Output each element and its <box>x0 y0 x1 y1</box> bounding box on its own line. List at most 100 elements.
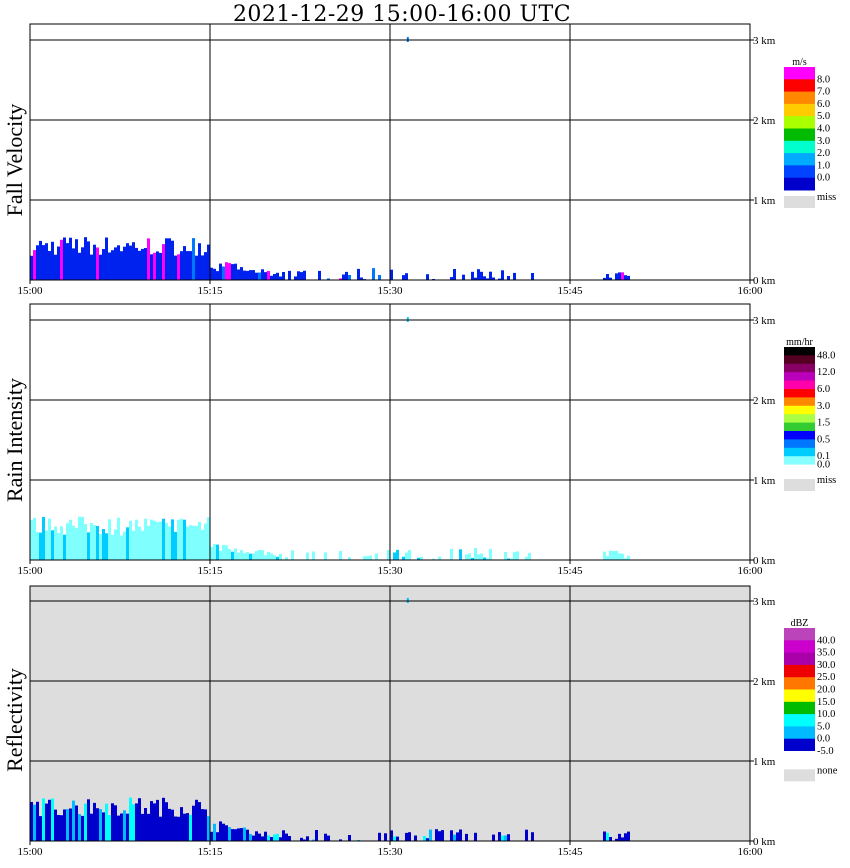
legend-label: 0.0 <box>817 734 830 745</box>
legend-swatch <box>784 67 815 80</box>
echo-cell <box>228 827 231 841</box>
echo-cell <box>624 275 627 280</box>
legend-swatch <box>784 389 815 398</box>
legend-swatch <box>784 103 815 117</box>
echo-cell <box>72 800 75 841</box>
echo-cell <box>204 523 207 560</box>
legend-swatch <box>784 422 815 432</box>
echo-cell <box>225 262 228 280</box>
echo-cell <box>123 531 126 560</box>
echo-cell <box>150 801 153 841</box>
echo-cell <box>462 274 465 280</box>
echo-cell <box>90 813 93 841</box>
legend-swatch <box>784 628 815 641</box>
y-tick-label: 1 km <box>753 475 776 487</box>
echo-cell <box>606 274 609 280</box>
echo-cell <box>129 520 132 560</box>
echo-cell <box>468 553 471 560</box>
echo-cell <box>207 517 210 560</box>
echo-cell <box>57 533 60 560</box>
echo-cell <box>438 831 441 841</box>
echo-cell <box>210 547 213 560</box>
legend-label: 40.0 <box>817 635 835 646</box>
echo-cell <box>477 554 480 560</box>
echo-cell <box>135 803 138 841</box>
y-tick-label: 1 km <box>753 195 776 207</box>
echo-cell <box>276 556 279 560</box>
echo-cell <box>129 245 132 280</box>
legend-miss-label: miss <box>817 475 836 486</box>
echo-cell <box>75 805 78 841</box>
echo-cell <box>204 809 207 841</box>
legend-label: 0.1 <box>817 451 830 462</box>
echo-cell <box>393 552 396 560</box>
echo-cell <box>183 246 186 280</box>
echo-cell <box>165 522 168 560</box>
legend-swatch <box>784 431 815 440</box>
legend-swatch <box>784 140 815 154</box>
echo-cell <box>57 246 60 280</box>
echo-cell <box>216 544 219 560</box>
echo-cell <box>222 544 225 560</box>
echo-cell <box>192 238 195 280</box>
echo-cell <box>84 523 87 560</box>
echo-cell <box>612 551 615 560</box>
echo-cell <box>192 805 195 841</box>
echo-cell <box>489 271 492 280</box>
legend-swatch <box>784 447 815 457</box>
echo-cell <box>132 242 135 280</box>
echo-cell <box>132 530 135 560</box>
echo-cell <box>621 553 624 560</box>
echo-cell <box>51 530 54 560</box>
x-tick-label: 16:00 <box>737 565 763 577</box>
echo-cell <box>465 833 468 841</box>
y-tick-label: 0 km <box>753 836 776 848</box>
echo-cell <box>189 251 192 280</box>
echo-cell <box>144 808 147 841</box>
echo-cell <box>348 557 351 560</box>
echo-cell <box>48 518 51 560</box>
legend-swatch <box>784 79 815 93</box>
echo-cell <box>186 813 189 841</box>
x-tick-label: 15:00 <box>17 285 43 297</box>
x-tick-label: 16:00 <box>737 285 763 297</box>
echo-cell <box>624 558 627 560</box>
echo-cell <box>501 270 504 280</box>
echo-cell <box>324 833 327 841</box>
legend-miss-swatch <box>784 769 815 782</box>
echo-cell <box>108 815 111 841</box>
echo-cell <box>177 254 180 280</box>
echo-cell <box>249 553 252 560</box>
legend-swatch <box>784 397 815 407</box>
echo-cell <box>69 237 72 280</box>
echo-cell <box>339 839 342 841</box>
echo-cell <box>603 277 606 280</box>
x-tick-label: 15:00 <box>17 565 43 577</box>
echo-cell <box>162 797 165 841</box>
echo-cell <box>90 254 93 280</box>
echo-cell <box>360 277 363 280</box>
echo-cell <box>516 551 519 560</box>
echo-cell <box>102 812 105 841</box>
legend-swatch <box>784 380 815 390</box>
legend-label: 48.0 <box>817 350 835 361</box>
echo-cell <box>390 269 393 280</box>
echo-cell <box>483 557 486 560</box>
echo-cell <box>507 558 510 560</box>
echo-cell <box>609 550 612 560</box>
echo-cell <box>210 267 213 280</box>
echo-cell <box>135 519 138 560</box>
echo-cell <box>459 549 462 560</box>
echo-cell <box>45 243 48 280</box>
echo-cell <box>252 835 255 841</box>
echo-cell <box>60 815 63 841</box>
echo-cell <box>618 833 621 841</box>
echo-cell <box>513 552 516 560</box>
echo-cell <box>51 241 54 280</box>
echo-cell <box>36 245 39 280</box>
x-tick-label: 15:00 <box>17 846 43 858</box>
legend-label: 2.0 <box>817 148 830 159</box>
echo-cell <box>261 550 264 560</box>
echo-cell <box>111 803 114 841</box>
echo-cell <box>252 553 255 560</box>
